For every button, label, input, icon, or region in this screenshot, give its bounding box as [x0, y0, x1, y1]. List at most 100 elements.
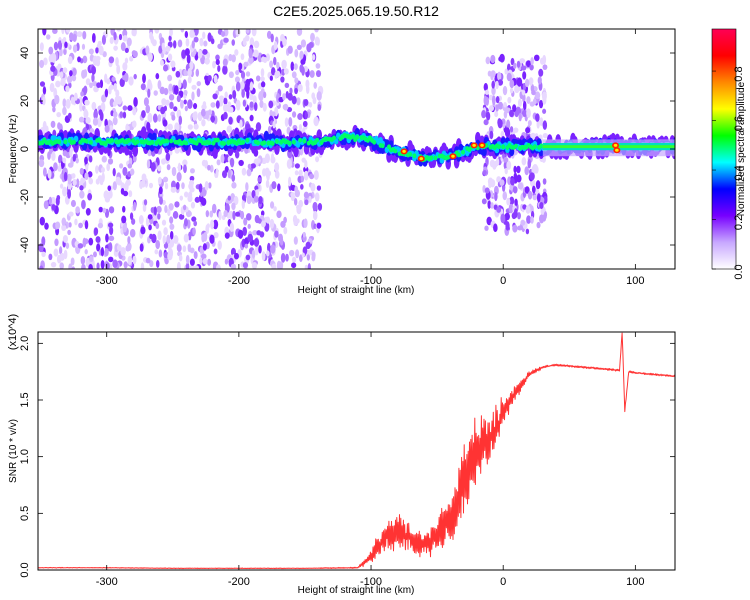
- noise-speckle: [289, 249, 295, 257]
- noise-speckle: [223, 111, 228, 120]
- noise-speckle: [309, 173, 315, 180]
- noise-speckle: [112, 111, 118, 118]
- ridge-cell: [110, 138, 115, 143]
- noise-speckle: [143, 97, 149, 107]
- noise-speckle: [293, 63, 298, 71]
- ridge-cell: [274, 139, 279, 144]
- noise-speckle: [486, 111, 491, 121]
- noise-speckle: [38, 243, 44, 253]
- noise-speckle: [109, 36, 114, 45]
- noise-speckle: [513, 172, 517, 180]
- noise-speckle: [503, 102, 507, 108]
- noise-speckle: [216, 159, 221, 166]
- noise-speckle: [490, 54, 496, 64]
- noise-speckle: [106, 163, 110, 172]
- noise-speckle: [491, 80, 495, 89]
- noise-speckle: [223, 97, 228, 105]
- noise-speckle: [248, 56, 254, 64]
- noise-speckle: [285, 90, 289, 99]
- noise-speckle: [153, 206, 157, 216]
- noise-speckle: [287, 176, 292, 187]
- ridge-cell: [293, 145, 299, 158]
- noise-speckle: [224, 258, 229, 265]
- noise-speckle: [176, 244, 182, 252]
- noise-speckle: [194, 196, 200, 203]
- noise-speckle: [296, 97, 301, 106]
- colorbar-tick-label: 0.4: [733, 165, 745, 180]
- ridge-cell: [446, 154, 451, 160]
- noise-speckle: [298, 123, 303, 131]
- ridge-cell: [164, 138, 169, 144]
- noise-speckle: [266, 250, 270, 257]
- noise-speckle: [315, 156, 320, 163]
- noise-speckle: [170, 180, 177, 190]
- noise-speckle: [201, 119, 206, 127]
- noise-speckle: [314, 192, 320, 202]
- noise-speckle: [486, 216, 492, 226]
- noise-speckle: [222, 65, 228, 75]
- noise-speckle: [489, 159, 495, 168]
- ridge-cell: [315, 137, 320, 143]
- noise-speckle: [67, 112, 72, 119]
- noise-speckle: [509, 87, 514, 94]
- noise-speckle: [169, 101, 174, 110]
- noise-speckle: [308, 195, 312, 204]
- noise-speckle: [192, 111, 198, 122]
- noise-speckle: [87, 193, 93, 201]
- noise-speckle: [227, 169, 231, 179]
- noise-speckle: [260, 81, 266, 88]
- noise-speckle: [270, 156, 276, 164]
- noise-speckle: [516, 77, 523, 87]
- noise-speckle: [127, 105, 133, 112]
- noise-speckle: [121, 215, 127, 224]
- noise-speckle: [282, 37, 287, 47]
- snr-background: [38, 332, 675, 570]
- noise-speckle: [541, 91, 547, 101]
- noise-speckle: [174, 122, 180, 132]
- noise-speckle: [156, 260, 160, 268]
- noise-speckle: [518, 113, 522, 122]
- noise-speckle: [64, 41, 68, 49]
- noise-speckle: [39, 81, 46, 87]
- noise-speckle: [252, 95, 257, 105]
- noise-speckle: [529, 101, 535, 107]
- noise-speckle: [95, 165, 99, 174]
- noise-speckle: [291, 262, 297, 269]
- noise-speckle: [147, 112, 153, 123]
- noise-speckle: [139, 243, 144, 252]
- noise-speckle: [279, 237, 284, 246]
- noise-speckle: [525, 228, 530, 235]
- noise-speckle: [253, 102, 258, 112]
- noise-speckle: [82, 55, 88, 64]
- noise-speckle: [152, 113, 158, 123]
- noise-speckle: [524, 166, 529, 176]
- noise-speckle: [182, 79, 187, 90]
- noise-speckle: [178, 254, 183, 262]
- noise-speckle: [487, 177, 494, 186]
- noise-speckle: [300, 175, 305, 183]
- noise-speckle: [190, 168, 195, 174]
- noise-speckle: [483, 95, 488, 106]
- noise-speckle: [315, 70, 322, 78]
- noise-speckle: [178, 115, 183, 125]
- noise-speckle: [165, 45, 171, 52]
- noise-speckle: [189, 175, 195, 182]
- noise-speckle: [316, 222, 322, 229]
- noise-speckle: [53, 162, 58, 172]
- noise-speckle: [174, 201, 180, 208]
- noise-speckle: [72, 44, 78, 53]
- noise-speckle: [42, 29, 47, 36]
- noise-speckle: [116, 244, 122, 252]
- noise-speckle: [304, 111, 308, 120]
- noise-speckle: [150, 162, 156, 172]
- noise-speckle: [494, 191, 498, 202]
- noise-speckle: [497, 71, 502, 81]
- noise-speckle: [101, 167, 105, 173]
- noise-speckle: [500, 213, 506, 224]
- noise-speckle: [249, 37, 255, 48]
- noise-speckle: [181, 49, 186, 60]
- noise-speckle: [281, 59, 287, 69]
- noise-speckle: [88, 237, 94, 246]
- noise-speckle: [294, 87, 298, 95]
- noise-speckle: [158, 186, 163, 195]
